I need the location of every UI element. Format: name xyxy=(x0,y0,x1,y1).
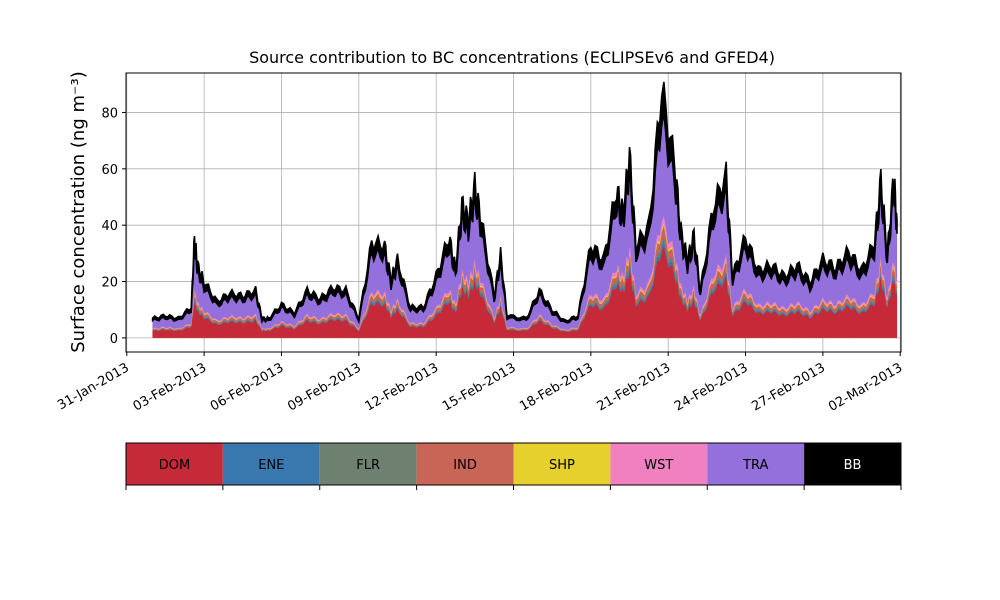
legend-label: TRA xyxy=(742,458,768,473)
legend: DOM ENE FLR IND SHP WST TRA BB xyxy=(125,442,902,490)
y-tick-label: 80 xyxy=(101,106,118,121)
x-tick-label: 15-Feb-2013 xyxy=(440,360,519,414)
x-tick-label: 09-Feb-2013 xyxy=(285,360,364,414)
legend-label: DOM xyxy=(159,458,190,473)
x-tick-label: 12-Feb-2013 xyxy=(363,360,442,414)
y-axis: 0 20 40 60 80 xyxy=(101,106,126,347)
legend-label: IND xyxy=(453,458,477,473)
legend-label: SHP xyxy=(549,458,575,473)
legend-swatch-wst xyxy=(610,443,708,485)
legend-swatch-dom xyxy=(126,443,223,485)
legend-swatch-shp xyxy=(513,443,611,485)
legend-swatch-ene xyxy=(222,443,320,485)
area-bb xyxy=(151,81,898,325)
y-tick-label: 40 xyxy=(101,219,118,234)
x-tick-label: 03-Feb-2013 xyxy=(131,360,210,414)
legend-swatch-flr xyxy=(319,443,417,485)
legend-label: WST xyxy=(644,458,673,473)
y-tick-label: 60 xyxy=(101,163,118,178)
legend-label: ENE xyxy=(258,458,284,473)
x-axis: 31-Jan-201303-Feb-201306-Feb-201309-Feb-… xyxy=(55,352,905,415)
legend-swatch-tra xyxy=(707,443,805,485)
y-tick-label: 0 xyxy=(110,332,118,347)
area-tra xyxy=(152,112,898,330)
stacked-areas xyxy=(151,81,898,339)
legend-swatch-ind xyxy=(416,443,514,485)
chart-title: Source contribution to BC concentrations… xyxy=(249,48,775,67)
x-tick-label: 02-Mar-2013 xyxy=(826,360,905,414)
legend-swatch-bb xyxy=(804,443,901,485)
x-tick-label: 31-Jan-2013 xyxy=(55,360,132,413)
y-tick-label: 20 xyxy=(101,276,118,291)
x-tick-label: 24-Feb-2013 xyxy=(672,360,751,414)
x-tick-label: 18-Feb-2013 xyxy=(517,360,596,414)
x-tick-label: 27-Feb-2013 xyxy=(749,360,828,414)
legend-label: BB xyxy=(844,458,862,473)
x-tick-label: 21-Feb-2013 xyxy=(595,360,674,414)
y-axis-label: Surface concentration (ng m⁻³) xyxy=(68,71,89,353)
legend-label: FLR xyxy=(356,458,380,473)
x-tick-label: 06-Feb-2013 xyxy=(208,360,287,414)
